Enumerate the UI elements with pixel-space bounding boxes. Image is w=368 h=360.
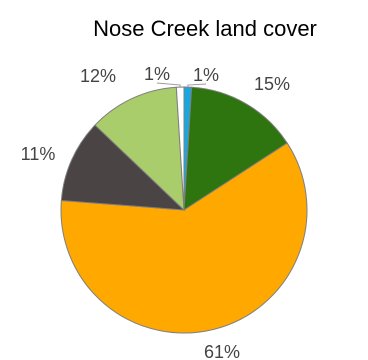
leader-line: [187, 83, 207, 88]
chart-title: Nose Creek land cover: [93, 16, 317, 41]
slice-labels: 1% 15% 61% 11% 12% 1%: [21, 64, 290, 360]
pie-slice: [183, 86, 288, 211]
pie-slices: [60, 86, 308, 334]
slice-label: 15%: [254, 74, 290, 94]
pie-slice: [175, 86, 185, 211]
pie-slice: [60, 142, 308, 334]
slice-label: 12%: [80, 66, 116, 86]
leader-line: [156, 82, 181, 88]
slice-label: 61%: [204, 342, 240, 360]
leader-lines: [156, 82, 207, 88]
slice-label: 1%: [144, 64, 170, 84]
slice-label: 11%: [21, 144, 56, 164]
pie-slice: [60, 124, 186, 211]
pie-slice: [94, 86, 185, 212]
slice-label: 1%: [193, 65, 219, 85]
